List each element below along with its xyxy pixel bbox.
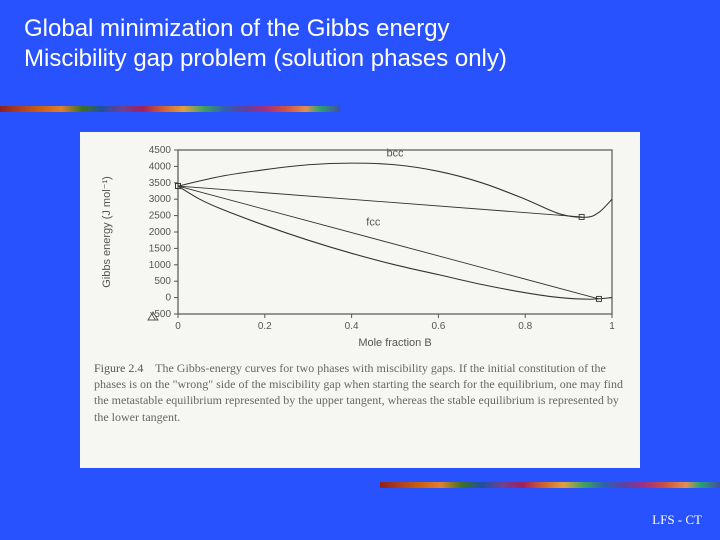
svg-text:0.8: 0.8 bbox=[518, 321, 532, 332]
svg-text:bcc: bcc bbox=[386, 148, 404, 160]
svg-text:0.4: 0.4 bbox=[345, 321, 359, 332]
svg-text:fcc: fcc bbox=[366, 216, 381, 228]
svg-text:3000: 3000 bbox=[149, 194, 172, 205]
caption-text: The Gibbs-energy curves for two phases w… bbox=[94, 361, 623, 424]
title-line-2: Miscibility gap problem (solution phases… bbox=[24, 44, 700, 74]
svg-text:0.6: 0.6 bbox=[431, 321, 445, 332]
svg-text:1: 1 bbox=[609, 321, 615, 332]
title-line-1: Global minimization of the Gibbs energy bbox=[24, 14, 700, 44]
figure-caption: Figure 2.4 The Gibbs-energy curves for t… bbox=[88, 360, 632, 425]
decorative-bar-bottom bbox=[380, 482, 720, 488]
svg-text:4000: 4000 bbox=[149, 161, 172, 172]
svg-text:500: 500 bbox=[154, 276, 171, 287]
decorative-bar-top bbox=[0, 106, 340, 112]
svg-text:1000: 1000 bbox=[149, 260, 172, 271]
svg-text:0: 0 bbox=[165, 293, 171, 304]
svg-text:Mole fraction B: Mole fraction B bbox=[358, 337, 431, 349]
svg-text:0: 0 bbox=[175, 321, 181, 332]
svg-text:0.2: 0.2 bbox=[258, 321, 272, 332]
figure-container: -500050010001500200025003000350040004500… bbox=[80, 132, 640, 468]
svg-text:2500: 2500 bbox=[149, 211, 172, 222]
svg-text:3500: 3500 bbox=[149, 178, 172, 189]
svg-text:1500: 1500 bbox=[149, 243, 172, 254]
svg-text:2000: 2000 bbox=[149, 227, 172, 238]
svg-text:Gibbs energy (J mol⁻¹): Gibbs energy (J mol⁻¹) bbox=[101, 176, 113, 288]
slide-title: Global minimization of the Gibbs energy … bbox=[0, 0, 720, 82]
caption-label: Figure 2.4 bbox=[94, 361, 143, 375]
footer-label: LFS - CT bbox=[652, 512, 702, 528]
gibbs-energy-chart: -500050010001500200025003000350040004500… bbox=[88, 140, 632, 350]
svg-text:4500: 4500 bbox=[149, 145, 172, 156]
chart-plot-area: -500050010001500200025003000350040004500… bbox=[88, 140, 632, 350]
